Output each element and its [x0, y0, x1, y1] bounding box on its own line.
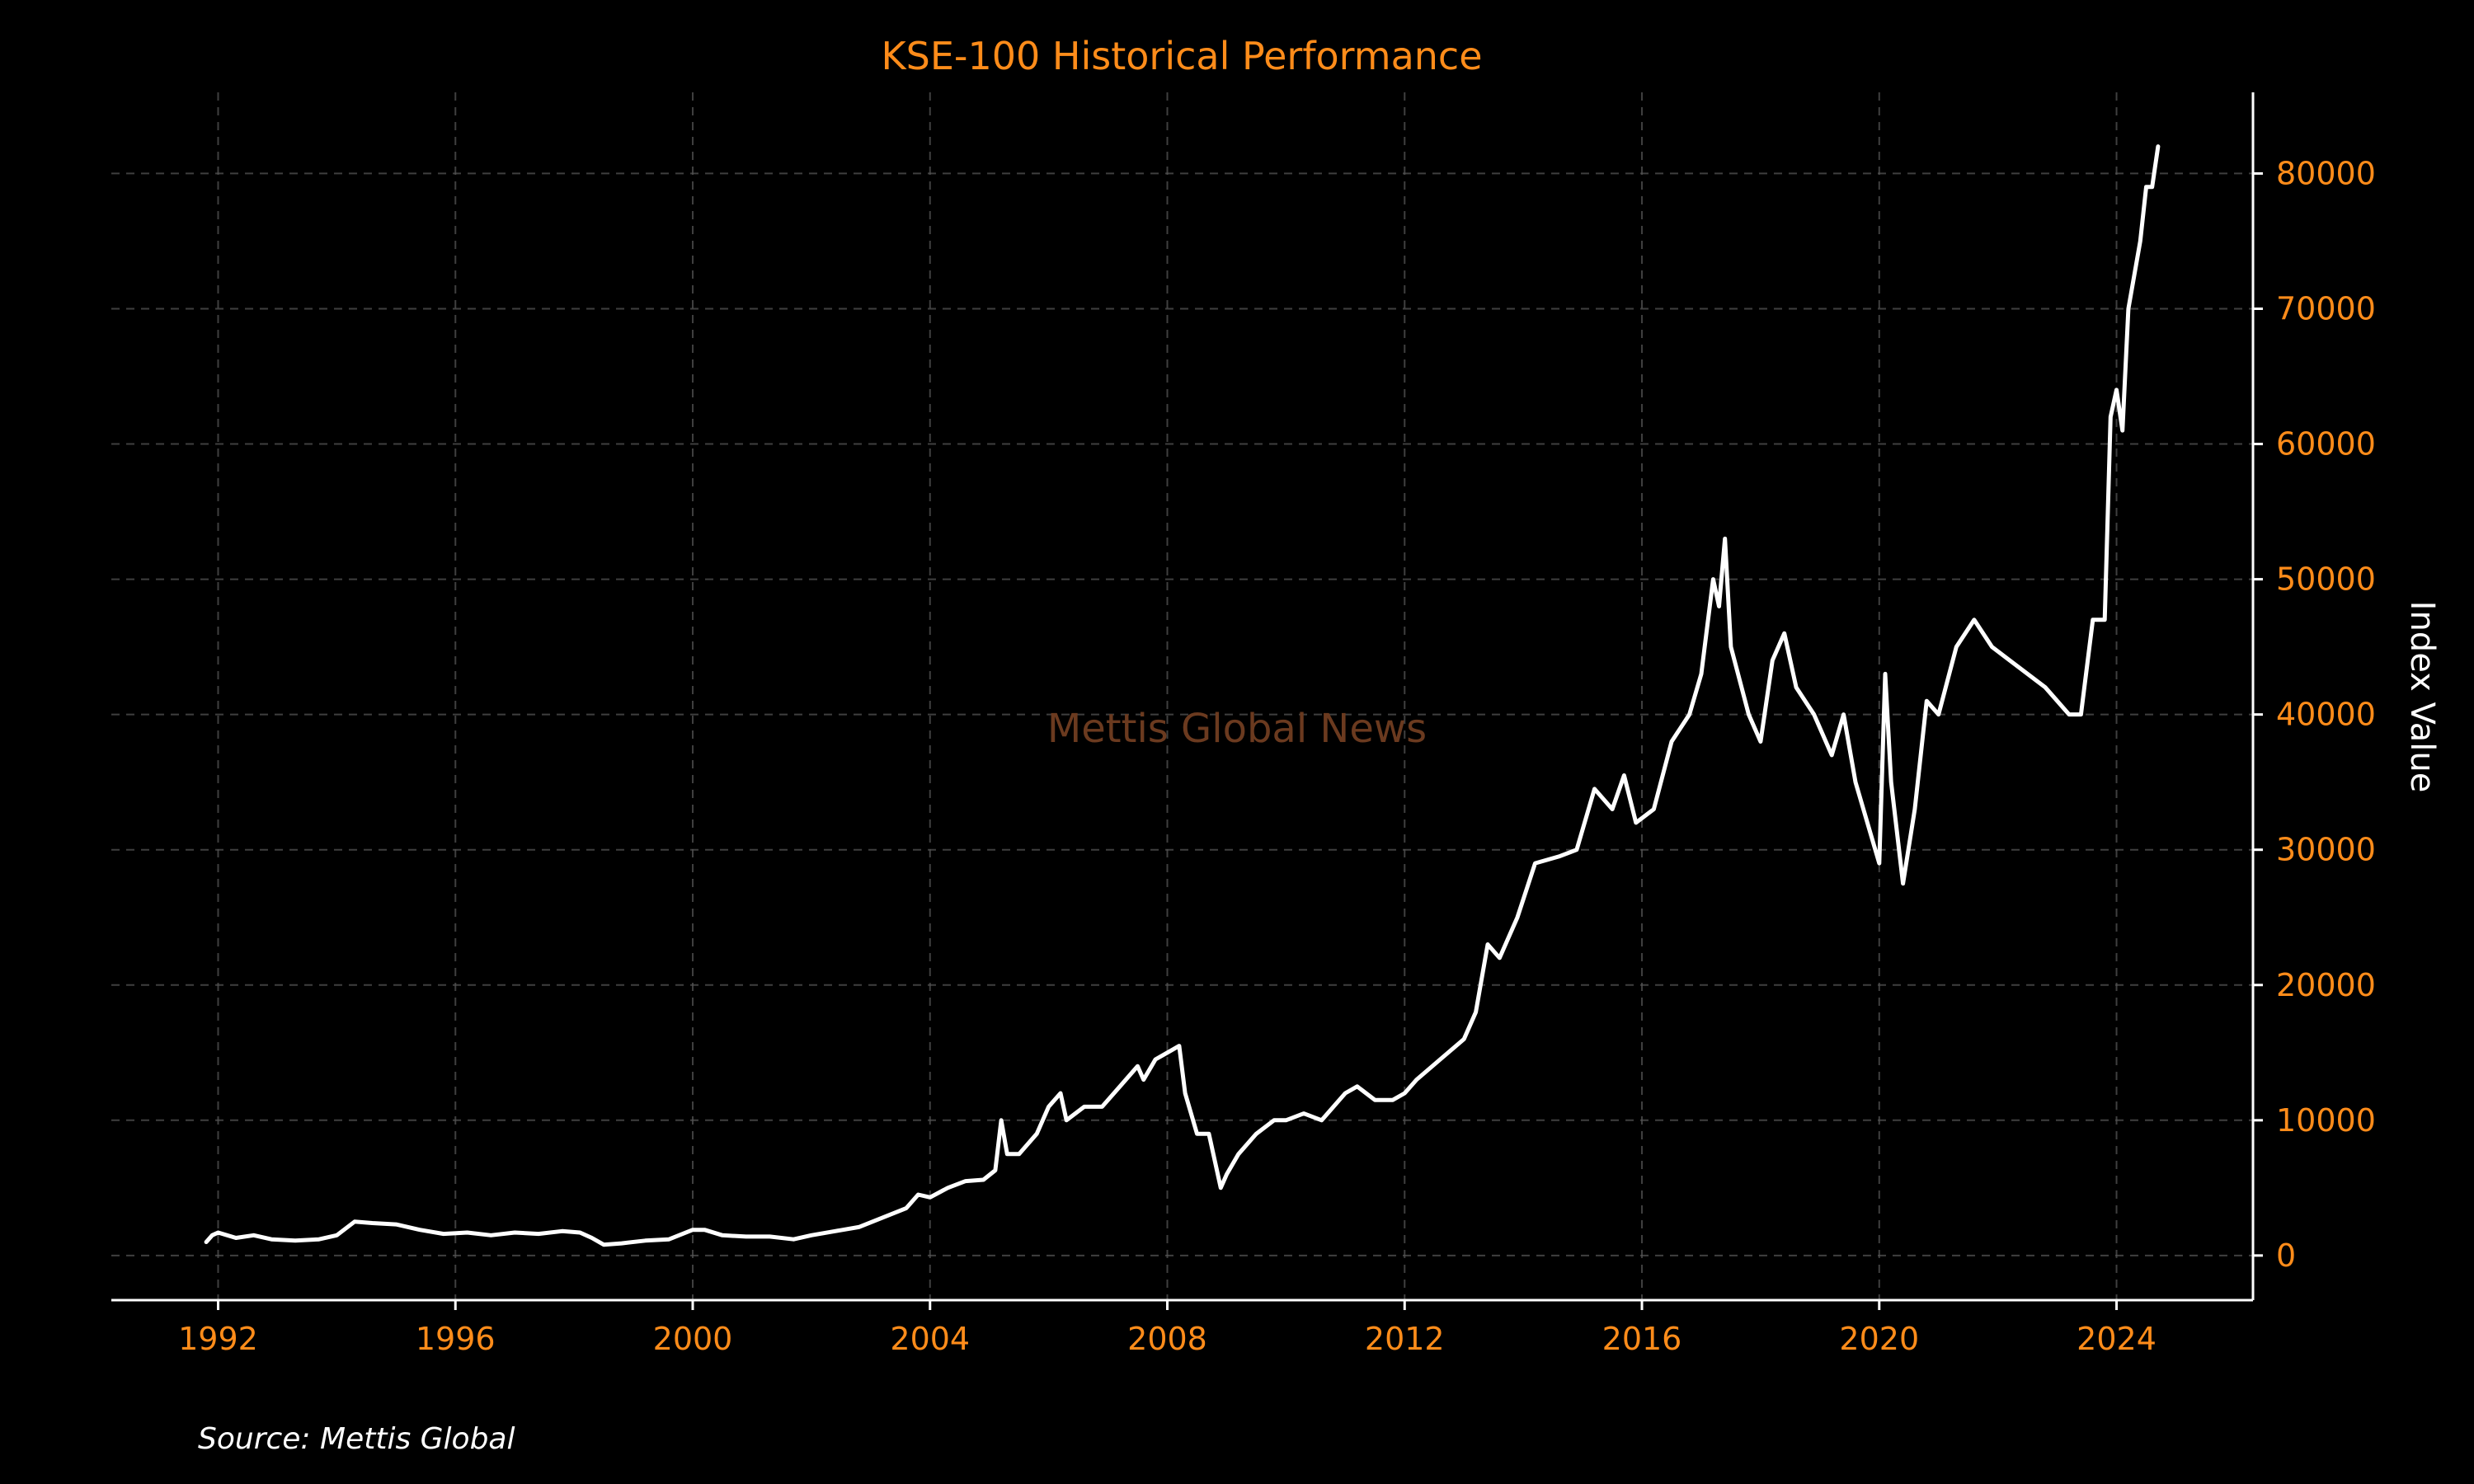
- y-tick-label: 20000: [2276, 967, 2376, 1003]
- series-layer: [204, 144, 2161, 1247]
- x-tick-label: 1992: [178, 1321, 258, 1357]
- y-tick-label: 30000: [2276, 832, 2376, 868]
- chart-title: KSE-100 Historical Performance: [881, 34, 1482, 78]
- x-tick-label: 2016: [1602, 1321, 1682, 1357]
- source-note: Source: Mettis Global: [198, 1422, 515, 1456]
- y-tick-label: 40000: [2276, 697, 2376, 733]
- x-tick-label: 2004: [890, 1321, 970, 1357]
- x-tick-label: 2020: [1839, 1321, 1919, 1357]
- y-tick-label: 70000: [2276, 290, 2376, 326]
- kse100-series-line: [204, 144, 2161, 1247]
- x-tick-label: 2008: [1127, 1321, 1207, 1357]
- x-tick-label: 1996: [416, 1321, 496, 1357]
- x-tick-label: 2012: [1365, 1321, 1445, 1357]
- grid-lines: [111, 92, 2253, 1300]
- y-tick-label: 10000: [2276, 1102, 2376, 1139]
- y-axis-label: Index Value: [2403, 601, 2441, 793]
- watermark: Mettis Global News: [1047, 706, 1427, 752]
- y-tick-label: 60000: [2276, 426, 2376, 463]
- y-axis-ticks: 0 10000 20000 30000 40000 50000 60000 70000 8000…: [2253, 155, 2376, 1274]
- y-tick-label: 50000: [2276, 561, 2376, 598]
- x-tick-label: 2000: [653, 1321, 733, 1357]
- x-axis-ticks: 1992 1996 2000 2004 2008 2012 2016 2020 2024: [178, 1300, 2157, 1357]
- y-tick-label: 80000: [2276, 155, 2376, 191]
- x-tick-label: 2024: [2077, 1321, 2157, 1357]
- y-tick-label: 0: [2276, 1237, 2296, 1274]
